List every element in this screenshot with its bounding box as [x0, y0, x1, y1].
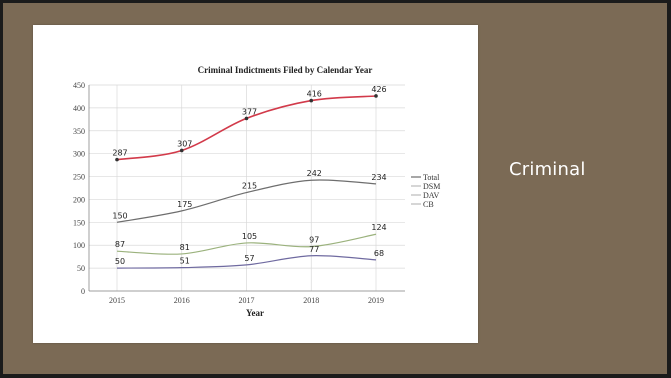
- legend-entry-total: Total: [423, 173, 440, 182]
- y-tick-label: 150: [73, 218, 85, 227]
- series-line-cb: [116, 255, 377, 269]
- data-label-dav: 124: [371, 223, 386, 232]
- y-tick-label: 200: [73, 195, 85, 204]
- legend-entry-dsm: DSM: [423, 182, 440, 191]
- axes: 0 50 100 150 200 250 300 350 400 450 2015 2016 2017 2…: [73, 81, 405, 305]
- y-tick-label: 100: [73, 241, 85, 250]
- x-axis-label: Year: [246, 308, 264, 318]
- data-point-total: [179, 148, 184, 153]
- y-tick-label: 300: [73, 150, 85, 159]
- slide: Criminal Indictments Filed by Calendar Y…: [3, 3, 667, 374]
- data-label-dav: 81: [180, 243, 190, 252]
- x-tick-label: 2019: [368, 296, 384, 305]
- data-label-cb: 77: [309, 245, 319, 254]
- grid: [89, 84, 405, 292]
- y-tick-label: 0: [81, 287, 85, 296]
- series-line-dav: [116, 233, 377, 255]
- data-point-total: [374, 94, 378, 98]
- x-tick-label: 2018: [303, 296, 319, 305]
- series-line-dsm: [116, 179, 377, 223]
- series-lines: [115, 94, 378, 269]
- data-label-cb: 57: [244, 254, 254, 263]
- y-tick-label: 50: [77, 264, 85, 273]
- data-label-total: 416: [307, 90, 322, 99]
- y-tick-label: 350: [73, 127, 85, 136]
- data-point-total: [115, 157, 119, 162]
- data-label-dav: 105: [242, 232, 257, 241]
- data-label-total: 307: [177, 139, 192, 148]
- x-tick-label: 2015: [109, 296, 125, 305]
- chart-figure: Criminal Indictments Filed by Calendar Y…: [33, 25, 478, 343]
- legend-entry-cb: CB: [423, 200, 434, 209]
- data-label-total: 426: [371, 85, 386, 94]
- data-point-total: [309, 98, 314, 103]
- legend-entry-dav: DAV: [423, 191, 440, 200]
- chart-title: Criminal Indictments Filed by Calendar Y…: [198, 65, 373, 75]
- data-label-dsm: 150: [112, 211, 127, 220]
- data-labels: 287 307 377 416 426 150 175 215 242 234 87 81 105 97 1…: [112, 85, 386, 266]
- data-label-dsm: 234: [371, 173, 386, 182]
- data-label-cb: 50: [115, 257, 125, 266]
- data-label-cb: 68: [374, 249, 384, 258]
- line-chart: Criminal Indictments Filed by Calendar Y…: [73, 65, 440, 318]
- y-tick-label: 450: [73, 81, 85, 90]
- data-label-dsm: 215: [242, 182, 257, 191]
- data-label-cb: 51: [180, 257, 190, 266]
- data-point-total: [244, 116, 249, 121]
- x-tick-label: 2016: [174, 296, 190, 305]
- data-label-dav: 97: [309, 236, 319, 245]
- data-label-total: 287: [112, 149, 127, 158]
- data-label-dsm: 242: [307, 169, 322, 178]
- data-label-dav: 87: [115, 240, 125, 249]
- data-label-total: 377: [242, 107, 257, 116]
- data-label-dsm: 175: [177, 200, 192, 209]
- x-tick-label: 2017: [239, 296, 255, 305]
- y-tick-label: 400: [73, 104, 85, 113]
- y-tick-label: 250: [73, 173, 85, 182]
- slide-title: Criminal: [509, 159, 586, 180]
